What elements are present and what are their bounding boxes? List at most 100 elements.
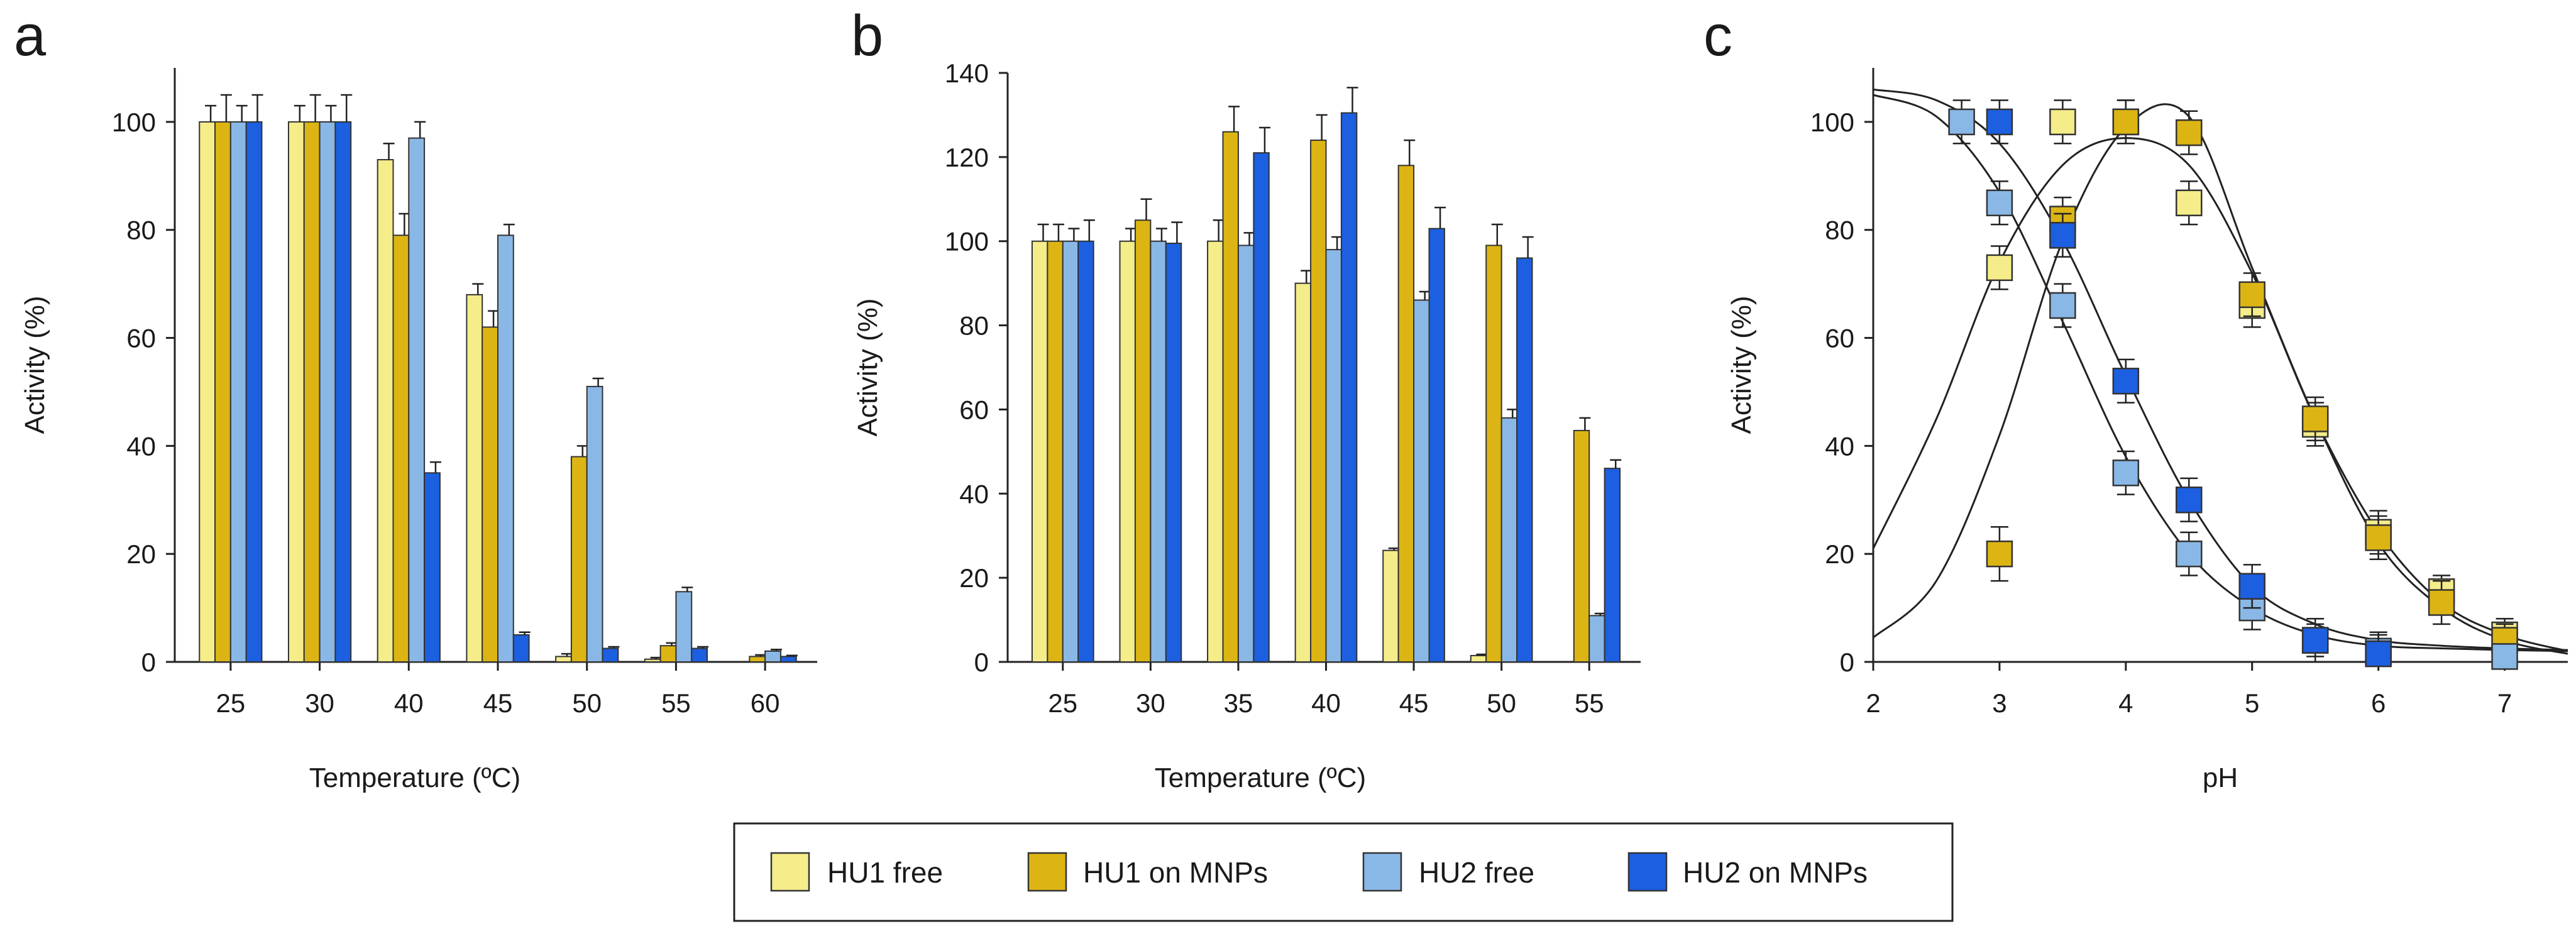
bar-hu2-free-25	[1062, 240, 1079, 663]
point-hu1-free-ph-4-5	[2176, 189, 2203, 217]
y-tick-label: 0	[1840, 647, 1854, 677]
point-hu2-on-mnps-ph-5-5	[2301, 627, 2329, 654]
x-tick-label: 4	[2118, 688, 2133, 718]
point-hu1-on-mnps-ph-3	[1986, 540, 2013, 568]
bar-hu1-on-mnps-55	[659, 645, 677, 663]
bar-hu2-free-45	[497, 234, 514, 663]
x-tick-label: 3	[1992, 688, 2006, 718]
y-tick-label: 60	[1825, 324, 1854, 353]
bar-hu1-free-25	[1031, 240, 1049, 663]
fit-curve-hu2-on-mnps	[1873, 88, 2568, 651]
bar-hu2-on-mnps-50	[602, 647, 619, 663]
point-hu2-on-mnps-ph-5	[2238, 573, 2265, 600]
x-tick-label: 40	[1311, 688, 1341, 718]
bar-hu2-on-mnps-55	[1604, 468, 1621, 663]
legend-item-hu1-on-mnps: HU1 on MNPs	[1027, 852, 1268, 892]
bar-hu2-free-50	[586, 385, 603, 663]
point-hu1-on-mnps-ph-4	[2112, 108, 2140, 136]
fit-curve-hu1-free	[1872, 137, 2568, 652]
point-hu1-free-ph-3	[1986, 254, 2013, 282]
bar-hu1-on-mnps-40	[392, 234, 410, 663]
y-tick-label: 80	[1825, 216, 1854, 245]
bar-hu2-on-mnps-40	[1340, 112, 1358, 663]
x-tick-label: 25	[1048, 688, 1077, 718]
bar-hu1-free-50	[555, 656, 572, 663]
y-tick-label: 120	[945, 143, 989, 172]
point-hu2-on-mnps-ph-6	[2365, 640, 2392, 668]
y-tick-label: 60	[126, 324, 156, 353]
bar-hu1-free-45	[466, 294, 483, 663]
x-tick-label: 7	[2497, 688, 2512, 718]
y-tick-label: 140	[945, 58, 989, 88]
point-hu1-on-mnps-ph-6-5	[2428, 589, 2455, 616]
legend-label-hu2-free: HU2 free	[1419, 856, 1534, 889]
y-tick-label: 0	[141, 647, 156, 677]
bar-hu1-free-50	[1470, 654, 1487, 663]
bar-hu2-on-mnps-30	[1165, 243, 1182, 663]
y-tick-label: 20	[959, 563, 989, 593]
x-tick-label: 50	[1487, 688, 1516, 718]
panel-letter-b: b	[851, 4, 883, 68]
legend: HU1 free HU1 on MNPs HU2 free HU2 on MNP…	[733, 822, 1954, 922]
legend-label-hu1-free: HU1 free	[827, 856, 943, 889]
point-hu2-on-mnps-ph-3-5	[2049, 222, 2076, 249]
legend-swatch-hu1-on-mnps	[1027, 852, 1067, 892]
point-hu1-on-mnps-ph-5	[2238, 281, 2265, 309]
legend-item-hu2-free: HU2 free	[1362, 852, 1534, 892]
panel-a-chart: 0 20 40 60 80 100 Temperature (ºC) Activity (%)…	[19, 68, 817, 793]
x-tick-label: 45	[1399, 688, 1429, 718]
legend-swatch-hu1-free	[770, 852, 810, 892]
fit-curve-hu1-on-mnps	[1872, 103, 2568, 655]
point-hu2-on-mnps-ph-4-5	[2176, 487, 2203, 514]
bar-hu1-on-mnps-35	[1222, 131, 1239, 663]
legend-swatch-hu2-free	[1362, 852, 1402, 892]
x-tick-label: 45	[483, 688, 513, 718]
x-axis-title: Temperature (ºC)	[1155, 762, 1366, 793]
bar-hu2-on-mnps-25	[1077, 240, 1094, 663]
x-tick-label: 55	[661, 688, 691, 718]
y-axis-title: Activity (%)	[19, 296, 50, 434]
x-tick-label: 60	[751, 688, 780, 718]
bar-hu2-free-55	[675, 591, 693, 663]
bar-hu2-free-30	[319, 121, 336, 663]
bar-hu1-free-25	[199, 121, 216, 663]
y-tick-label: 80	[959, 311, 989, 341]
bar-hu2-on-mnps-40	[424, 472, 441, 663]
point-hu2-free-ph-4-5	[2176, 540, 2203, 568]
y-tick-label: 40	[959, 479, 989, 509]
bar-hu2-on-mnps-25	[245, 121, 263, 663]
x-tick-label: 30	[1136, 688, 1165, 718]
x-tick-label: 50	[572, 688, 602, 718]
point-hu2-free-ph-3-5	[2049, 292, 2076, 319]
point-hu2-free-ph-2-7	[1948, 108, 1975, 136]
bar-hu1-on-mnps-45	[1397, 165, 1415, 663]
bar-hu2-on-mnps-45	[512, 634, 530, 663]
y-axis-title: Activity (%)	[852, 299, 883, 437]
bar-hu2-on-mnps-45	[1428, 228, 1445, 663]
legend-label-hu1-on-mnps: HU1 on MNPs	[1083, 856, 1268, 889]
x-axis-title: pH	[2203, 762, 2238, 793]
bar-hu1-on-mnps-25	[214, 121, 231, 663]
y-axis-title: Activity (%)	[1726, 296, 1757, 434]
bar-hu1-free-30	[1119, 240, 1136, 663]
panel-letter-c: c	[1704, 4, 1732, 68]
bar-hu2-free-40	[408, 137, 426, 663]
bar-hu2-free-40	[1325, 249, 1342, 663]
x-tick-label: 2	[1866, 688, 1880, 718]
legend-box	[733, 822, 1954, 922]
bar-hu2-on-mnps-50	[1516, 257, 1533, 663]
y-tick-label: 40	[126, 431, 156, 461]
bar-hu1-free-35	[1207, 240, 1224, 663]
legend-item-hu2-on-mnps: HU2 on MNPs	[1627, 852, 1868, 892]
y-tick-label: 40	[1825, 431, 1854, 461]
panel-c-chart: 0 20 40 60 80 100 pH Activity (%) 2 3 4 5 6 7	[1726, 68, 2568, 793]
bar-hu1-on-mnps-55	[1573, 429, 1590, 663]
bar-hu2-free-35	[1237, 245, 1255, 663]
x-tick-label: 25	[216, 688, 245, 718]
y-tick-label: 0	[974, 647, 989, 677]
point-hu2-on-mnps-ph-4	[2112, 368, 2140, 395]
x-tick-label: 55	[1575, 688, 1604, 718]
point-hu2-on-mnps-ph-3	[1986, 108, 2013, 136]
point-hu1-on-mnps-ph-5-5	[2301, 405, 2329, 432]
x-tick-label: 6	[2371, 688, 2386, 718]
